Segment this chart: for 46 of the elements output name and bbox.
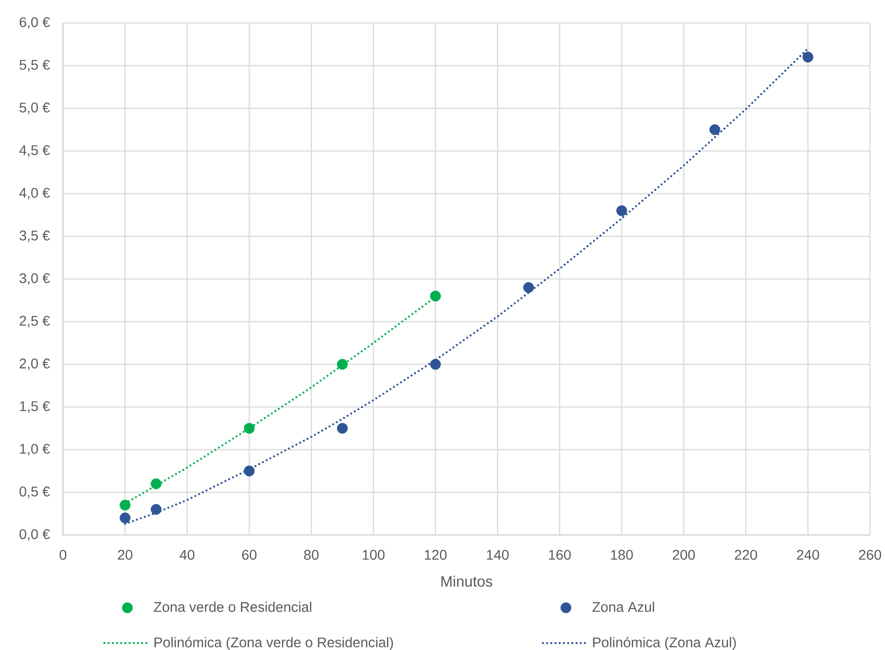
x-tick-label: 40	[180, 550, 194, 560]
point	[616, 205, 628, 216]
x-tick-label: 240	[796, 550, 820, 560]
y-tick-label: 4,0 €	[19, 188, 50, 200]
y-tick-label: 1,0 €	[20, 444, 50, 456]
x-tick-label: 80	[304, 550, 319, 560]
legend-label: Polinómica (Zona verde o Residencial)	[154, 636, 393, 650]
x-tick-label: 200	[672, 550, 695, 560]
point	[244, 422, 255, 434]
point	[244, 466, 255, 476]
point	[336, 358, 348, 370]
x-tick-label: 60	[242, 550, 256, 560]
y-tick-label: 2,0 €	[20, 358, 50, 370]
y-tick-label: 1,5 €	[20, 401, 50, 413]
y-tick-label: 2,5 €	[20, 316, 50, 328]
y-tick-label: 6,0 €	[20, 17, 50, 29]
point	[120, 500, 130, 511]
legend-label: Zona verde o Residencial	[154, 602, 312, 612]
x-axis-title: Minutos	[441, 576, 492, 587]
y-tick-label: 5,5 €	[20, 60, 50, 72]
x-tick-label: 260	[859, 550, 882, 560]
point	[120, 512, 130, 524]
point	[150, 478, 162, 490]
legend-label: Polinómica (Zona Azul)	[593, 636, 736, 650]
x-tick-label: 20	[118, 550, 132, 560]
x-tick-label: 220	[734, 550, 757, 560]
point	[802, 52, 814, 63]
point	[430, 290, 441, 302]
point	[709, 124, 720, 136]
y-tick-label: 0,5 €	[20, 486, 50, 498]
x-tick-label: 100	[362, 550, 385, 560]
point	[430, 358, 441, 370]
x-tick-label: 0	[60, 550, 66, 560]
x-tick-label: 180	[611, 550, 633, 560]
y-tick-label: 3,0 €	[20, 273, 50, 285]
legend-label: Zona Azul	[592, 602, 654, 612]
x-tick-label: 140	[486, 550, 509, 560]
y-tick-label: 5,0 €	[20, 102, 50, 114]
x-tick-label: 120	[424, 550, 447, 560]
y-tick-label: 3,5 €	[20, 230, 50, 242]
point	[150, 504, 162, 515]
y-tick-label: 4,5 €	[19, 145, 50, 157]
y-tick-label: 0,0 €	[20, 529, 50, 541]
point	[336, 422, 348, 434]
x-tick-label: 160	[549, 550, 571, 560]
point	[523, 282, 534, 293]
